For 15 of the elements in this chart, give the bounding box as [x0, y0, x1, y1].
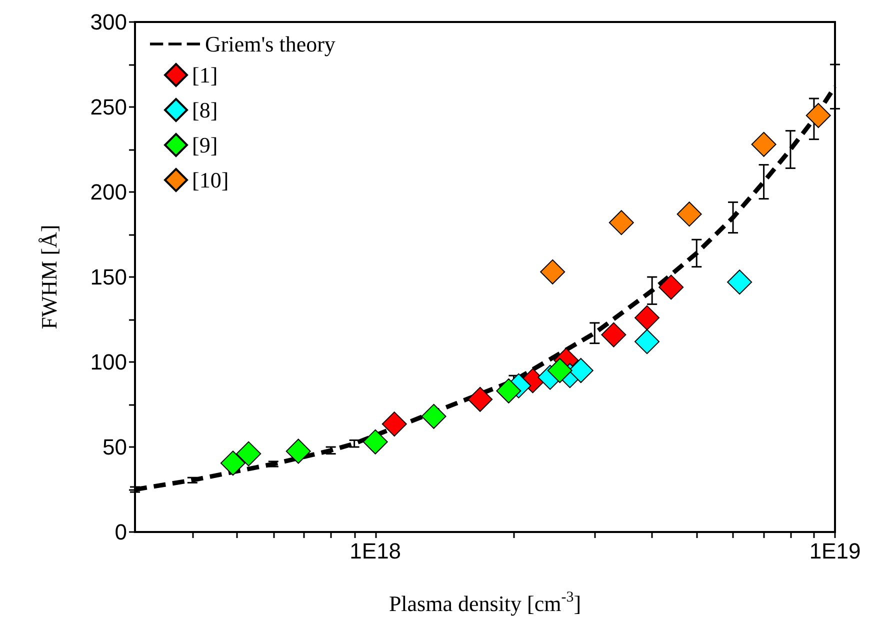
legend-label: [1]	[192, 62, 218, 88]
y-tick-label: 300	[90, 10, 127, 34]
legend-label: [8]	[192, 98, 218, 122]
y-tick-label: 100	[90, 350, 127, 374]
x-tick-label: 1E19	[809, 538, 861, 564]
y-tick-label: 50	[102, 434, 127, 460]
y-tick-label: 250	[90, 94, 127, 120]
legend-label: [9]	[192, 132, 218, 158]
y-tick-label: 150	[90, 264, 127, 290]
y-tick-label: 200	[90, 180, 127, 204]
y-tick-label: 0	[114, 520, 127, 544]
legend-label: Griem's theory	[205, 32, 336, 56]
x-tick-label: 1E18	[350, 538, 402, 564]
legend-label: [10]	[192, 168, 229, 192]
y-axis-title: FWHM [Å]	[36, 224, 62, 330]
